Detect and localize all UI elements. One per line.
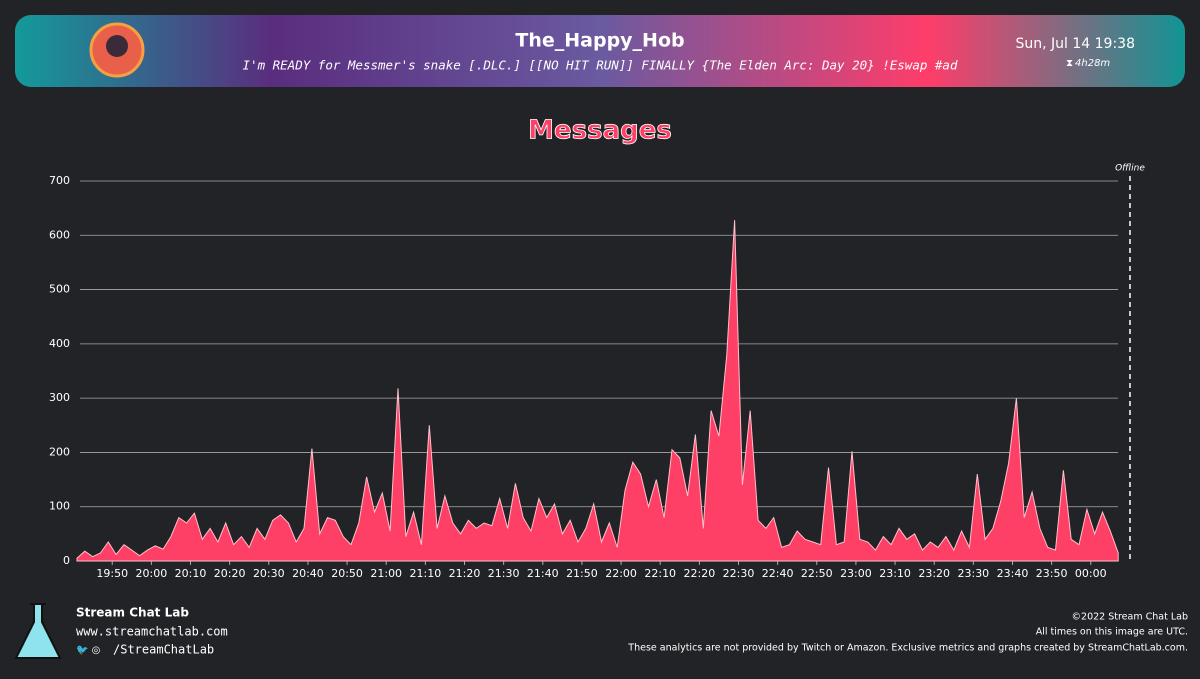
- plot: 0 100 200 300 400 500 600 700 19:50 20:00 20:10 20:…: [49, 164, 1145, 581]
- x-tick-label: 21:30: [488, 567, 520, 580]
- y-tick-label: 100: [49, 500, 70, 513]
- x-tick-label: 22:20: [684, 567, 716, 580]
- social: /StreamChatLab: [113, 643, 214, 657]
- logo: [14, 603, 62, 659]
- x-tick-label: 20:10: [175, 567, 207, 580]
- brand: Stream Chat Lab: [76, 606, 189, 620]
- x-tick-label: 20:00: [136, 567, 168, 580]
- x-tick-label: 23:50: [1036, 567, 1068, 580]
- disclaimer: These analytics are not provided by Twit…: [627, 643, 1188, 654]
- y-tick-label: 500: [49, 283, 70, 296]
- x-tick-label: 20:20: [214, 567, 246, 580]
- hourglass-icon: ⧗: [1066, 58, 1073, 69]
- x-tick-label: 22:00: [605, 567, 637, 580]
- x-tick-label: 20:40: [292, 567, 324, 580]
- x-tick-label: 21:40: [527, 567, 559, 580]
- website: www.streamchatlab.com: [76, 625, 228, 639]
- x-tick-label: 21:00: [370, 567, 402, 580]
- social-icons: 🐦 ◎: [76, 645, 100, 656]
- y-tick-label: 0: [63, 554, 70, 567]
- x-tick-label: 23:30: [957, 567, 989, 580]
- timezone-note: All times on this image are UTC.: [1036, 627, 1188, 638]
- x-tick-label: 22:30: [723, 567, 755, 580]
- stream-date: Sun, Jul 14 19:38: [1016, 36, 1136, 52]
- offline-label: Offline: [1115, 164, 1145, 174]
- x-tick-label: 23:10: [879, 567, 911, 580]
- x-tick-label: 23:20: [918, 567, 950, 580]
- x-tick-label: 20:30: [253, 567, 285, 580]
- area: [76, 220, 1119, 562]
- x-tick-label: 19:50: [96, 567, 128, 580]
- stream-duration: 4h28m: [1075, 58, 1110, 69]
- y-tick-label: 600: [49, 228, 70, 241]
- x-tick-label: 23:40: [997, 567, 1029, 580]
- x-tick-label: 21:10: [410, 567, 442, 580]
- x-tick-label: 22:50: [801, 567, 833, 580]
- stream-title: I'm READY for Messmer's snake [.DLC.] [[…: [243, 58, 958, 73]
- x-tick-label: 20:50: [331, 567, 363, 580]
- x-tick-label: 00:00: [1075, 567, 1107, 580]
- y-tick-label: 300: [49, 391, 70, 404]
- chart-title: Messages: [528, 116, 672, 146]
- x-tick-label: 21:50: [566, 567, 598, 580]
- header-banner: [15, 15, 1185, 87]
- y-tick-label: 200: [49, 445, 70, 458]
- x-tick-label: 23:00: [840, 567, 872, 580]
- avatar-figure: [106, 35, 128, 57]
- y-tick-label: 700: [49, 174, 70, 187]
- x-tick-label: 21:20: [449, 567, 481, 580]
- channel-name: The_Happy_Hob: [515, 30, 684, 52]
- copyright: ©2022 Stream Chat Lab: [1072, 612, 1188, 623]
- x-tick-label: 22:10: [644, 567, 676, 580]
- x-tick-label: 22:40: [762, 567, 794, 580]
- y-tick-label: 400: [49, 337, 70, 350]
